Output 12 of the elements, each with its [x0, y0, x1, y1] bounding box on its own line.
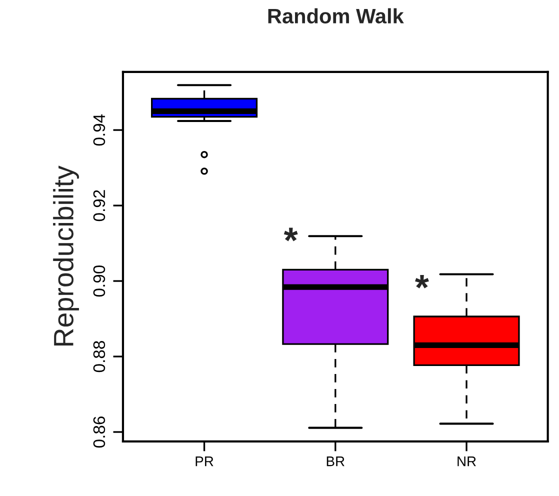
x-tick-label: NR	[458, 456, 476, 466]
y-axis-title: Reproducibility	[53, 166, 79, 346]
annotation: *	[415, 274, 429, 288]
y-tick-label: 0.94	[93, 114, 106, 146]
annotation: *	[284, 228, 298, 242]
x-tick-label: BR	[326, 456, 344, 466]
y-tick-label: 0.90	[93, 265, 106, 297]
chart-title: Random Walk	[268, 8, 404, 24]
y-tick-label: 0.86	[93, 416, 106, 448]
y-tick-label: 0.88	[93, 341, 106, 372]
x-tick-label: PR	[196, 456, 214, 466]
y-tick-label: 0.92	[93, 190, 106, 222]
